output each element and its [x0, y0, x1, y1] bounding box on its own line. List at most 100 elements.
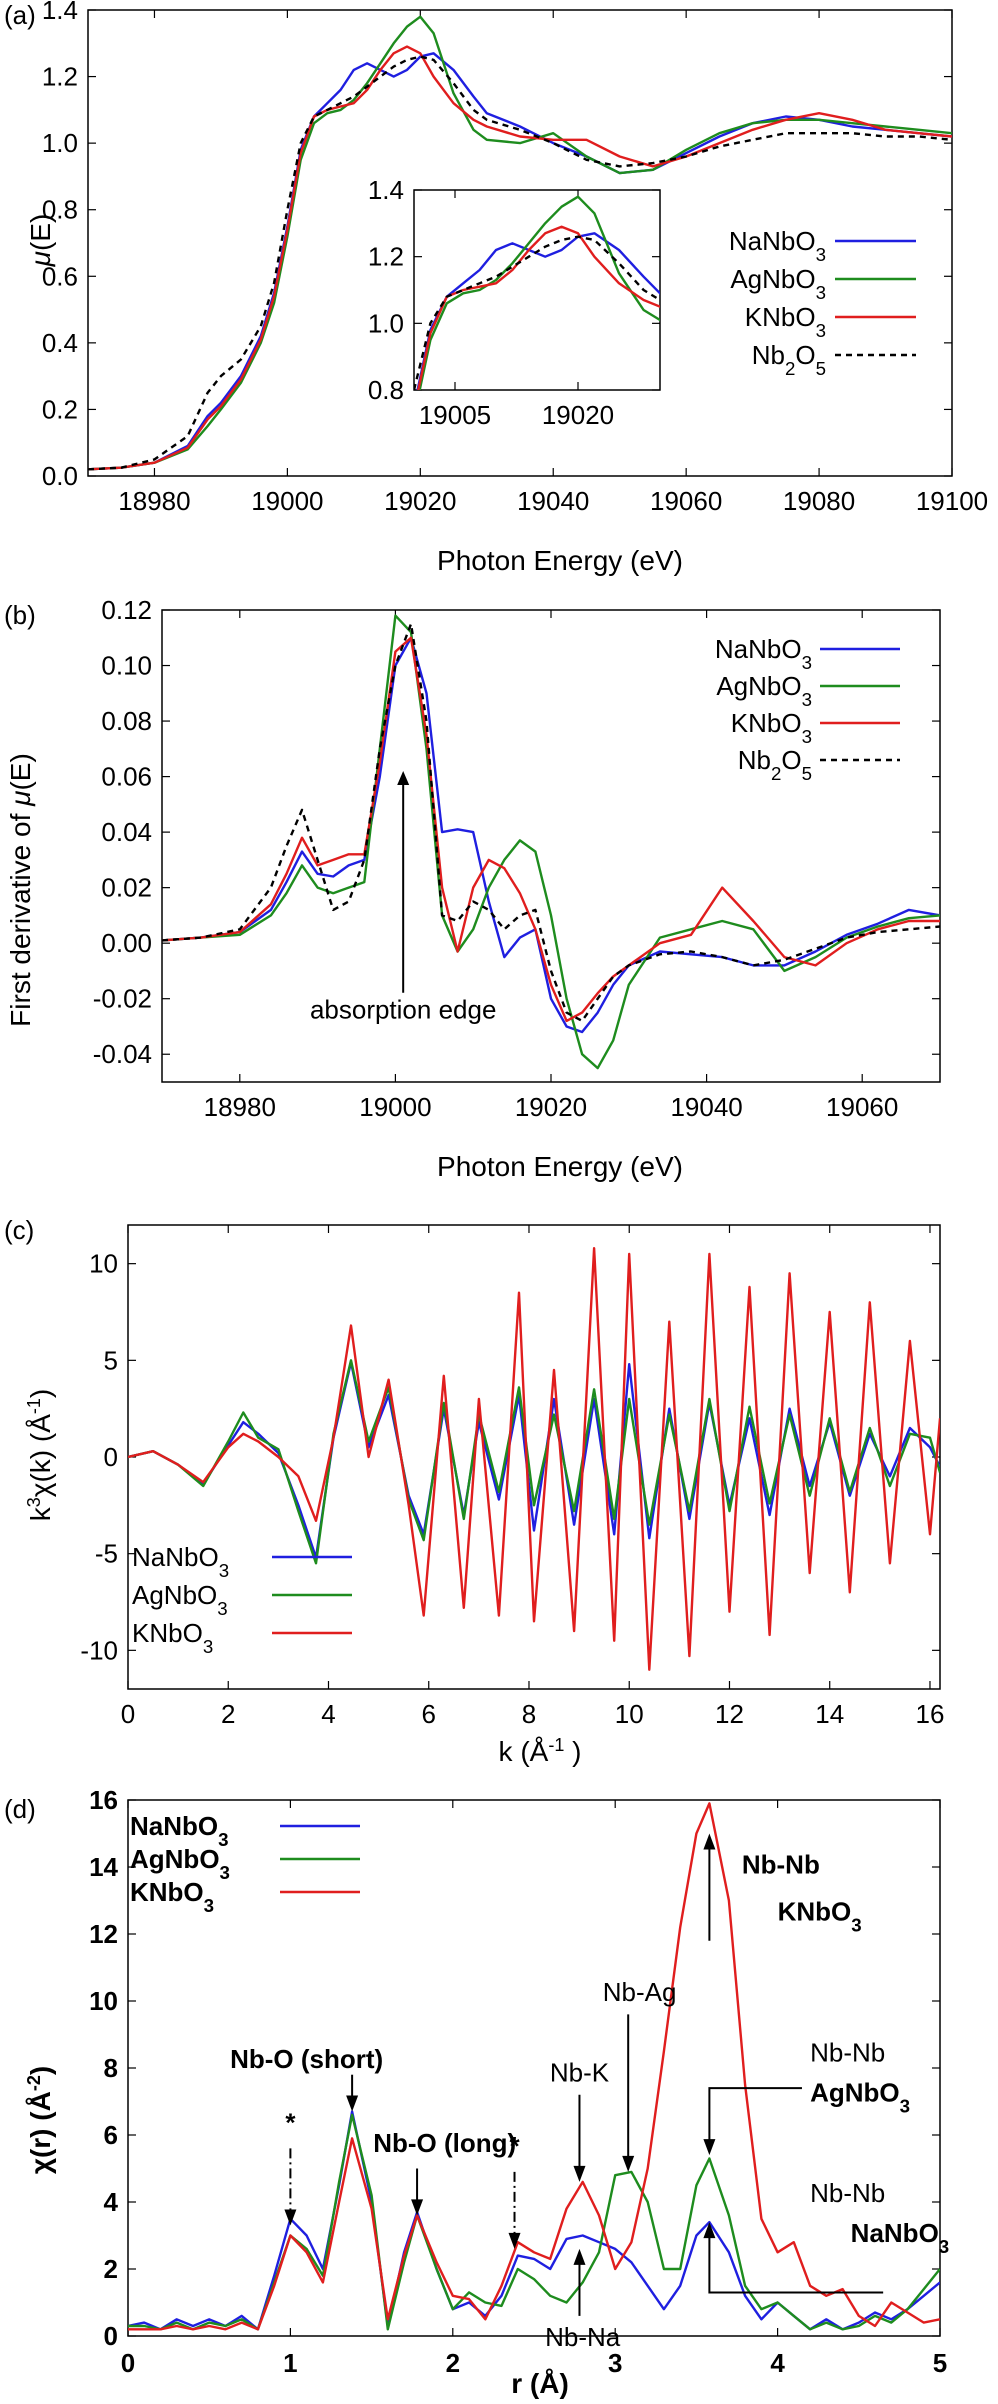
nb-k-arrow-head — [573, 2165, 586, 2182]
y-tick-label: 0.00 — [101, 928, 152, 958]
nb-na-arrow-head — [573, 2248, 586, 2265]
y-tick-label: 0.0 — [42, 461, 78, 491]
x-tick-label: 14 — [815, 1699, 844, 1729]
nb-nb-na-label: Nb-Nb — [810, 2178, 885, 2208]
x-tick-label: 19020 — [542, 400, 614, 430]
legend-label: KNbO3 — [130, 1877, 214, 1916]
y-tick-label: 0.02 — [101, 873, 152, 903]
panel-a-chart: (a) 18980 19000 19020 19040 19060 19080 19100 0… — [4, 0, 988, 576]
series-line-Nb2O5 — [162, 622, 940, 1023]
y-tick-label: 1.0 — [368, 308, 404, 338]
x-tick-label: 19000 — [251, 486, 323, 516]
panel-d-plot: 0 1 2 3 4 50246810121416NaNbO3AgNbO3KNbO3Nb-O… — [89, 1790, 949, 2378]
panel-c-label: (c) — [4, 1215, 34, 1245]
series-line-NaNbO3 — [128, 2110, 940, 2331]
panel-b-label: (b) — [4, 600, 36, 630]
series-line-KNbO3 — [128, 1247, 940, 1671]
x-tick-label: 16 — [916, 1699, 945, 1729]
y-tick-label: 5 — [104, 1345, 118, 1375]
nb-nb-ag-compound: AgNbO3 — [810, 2078, 910, 2117]
x-tick-label: 19020 — [515, 1092, 587, 1122]
y-tick-label: 0.8 — [42, 195, 78, 225]
legend-label: KNbO3 — [731, 708, 812, 747]
asterisk-label: * — [285, 2108, 296, 2138]
y-tick-label: 10 — [89, 1986, 118, 2016]
y-tick-label: -0.02 — [93, 984, 152, 1014]
panel-a-plot: 18980 19000 19020 19040 19060 19080 19100 0.0 0.… — [42, 0, 988, 516]
x-tick-label: 12 — [715, 1699, 744, 1729]
plot-frame — [413, 189, 661, 391]
legend-label: Nb2O5 — [752, 340, 826, 379]
legend-label: NaNbO3 — [729, 226, 826, 265]
y-tick-label: 0.06 — [101, 762, 152, 792]
y-tick-label: 10 — [89, 1249, 118, 1279]
y-tick-label: 1.0 — [42, 128, 78, 158]
y-tick-label: -10 — [80, 1635, 118, 1665]
y-tick-label: 16 — [89, 1790, 118, 1815]
y-tick-label: 0.10 — [101, 651, 152, 681]
x-tick-label: 4 — [770, 2348, 785, 2378]
nb-nb-ag-arrow-shaft — [708, 2087, 802, 2148]
panel-a-label: (a) — [4, 0, 36, 30]
nb-k-label: Nb-K — [550, 2057, 610, 2087]
panel-b-ylabel: First derivative of μ(E) — [5, 753, 36, 1027]
asterisk-arrow-head — [284, 2209, 297, 2226]
y-tick-label: 2 — [104, 2254, 118, 2284]
inset-background — [412, 188, 662, 392]
nb-nb-ag-arrow-head — [703, 2139, 716, 2156]
nb-ag-label: Nb-Ag — [603, 1977, 677, 2007]
y-tick-label: 6 — [104, 2120, 118, 2150]
plot-frame — [161, 609, 941, 1083]
panel-c-chart: (c) 0 2 4 6 8 10 12 14 16 -10 -5 0 5 10 NaNbO3AgNbO3KN… — [4, 1215, 945, 1767]
series-line-AgNbO3 — [418, 195, 660, 390]
series-line-NaNbO3 — [416, 232, 660, 390]
y-tick-label: 0 — [104, 1442, 118, 1472]
y-tick-label: 0.04 — [101, 817, 152, 847]
series-line-AgNbO3 — [128, 1359, 940, 1565]
x-tick-label: 2 — [221, 1699, 235, 1729]
panel-b-xlabel: Photon Energy (eV) — [437, 1151, 683, 1182]
x-tick-label: 18980 — [204, 1092, 276, 1122]
x-tick-label: 19060 — [826, 1092, 898, 1122]
x-tick-label: 6 — [422, 1699, 436, 1729]
x-tick-label: 19040 — [670, 1092, 742, 1122]
series-line-NaNbO3 — [162, 636, 940, 1034]
legend-label: NaNbO3 — [715, 634, 812, 673]
nb-ag-arrow-head — [622, 2155, 635, 2172]
y-tick-label: 14 — [89, 1852, 118, 1882]
panel-a-xlabel: Photon Energy (eV) — [437, 545, 683, 576]
y-tick-label: -0.04 — [93, 1039, 152, 1069]
legend-label: NaNbO3 — [132, 1542, 229, 1581]
panel-c-xlabel: k (Å-1 ) — [499, 1735, 582, 1767]
y-tick-label: 1.2 — [42, 62, 78, 92]
x-tick-label: 18980 — [118, 486, 190, 516]
y-tick-label: 8 — [104, 2053, 118, 2083]
x-tick-label: 1 — [283, 2348, 297, 2378]
panel-d-xlabel: r (Å) — [511, 2368, 569, 2399]
y-tick-label: 0.2 — [42, 394, 78, 424]
panel-b-chart: (b) 18980 19000 19020 19040 19060 -0.04 -0.02 0… — [4, 600, 941, 1182]
x-tick-label: 19100 — [916, 486, 988, 516]
nb-nb-ag-label: Nb-Nb — [810, 2037, 885, 2067]
y-tick-label: -5 — [95, 1539, 118, 1569]
x-tick-label: 8 — [522, 1699, 536, 1729]
asterisk-arrow-head — [508, 2232, 521, 2249]
nb-nb-k-label: Nb-Nb — [742, 1850, 820, 1880]
legend-label: AgNbO3 — [132, 1580, 228, 1619]
x-tick-label: 5 — [933, 2348, 947, 2378]
nb-o-short-label: Nb-O (short) — [230, 2044, 383, 2074]
series-line-AgNbO3 — [88, 15, 952, 471]
x-tick-label: 0 — [121, 2348, 135, 2378]
y-tick-label: 1.4 — [368, 175, 404, 205]
asterisk-label: * — [509, 2131, 520, 2161]
series-line-KNbO3 — [417, 225, 660, 390]
x-tick-label: 19060 — [650, 486, 722, 516]
nb-nb-k-compound: KNbO3 — [778, 1897, 862, 1936]
y-tick-label: 0.4 — [42, 328, 78, 358]
legend-label: Nb2O5 — [738, 745, 812, 784]
nb-nb-na-arrow-shaft — [708, 2236, 884, 2294]
x-tick-label: 4 — [321, 1699, 335, 1729]
panel-c-ylabel: k3χ(k) (Å-1) — [24, 1389, 56, 1521]
y-tick-label: 0.8 — [368, 375, 404, 405]
